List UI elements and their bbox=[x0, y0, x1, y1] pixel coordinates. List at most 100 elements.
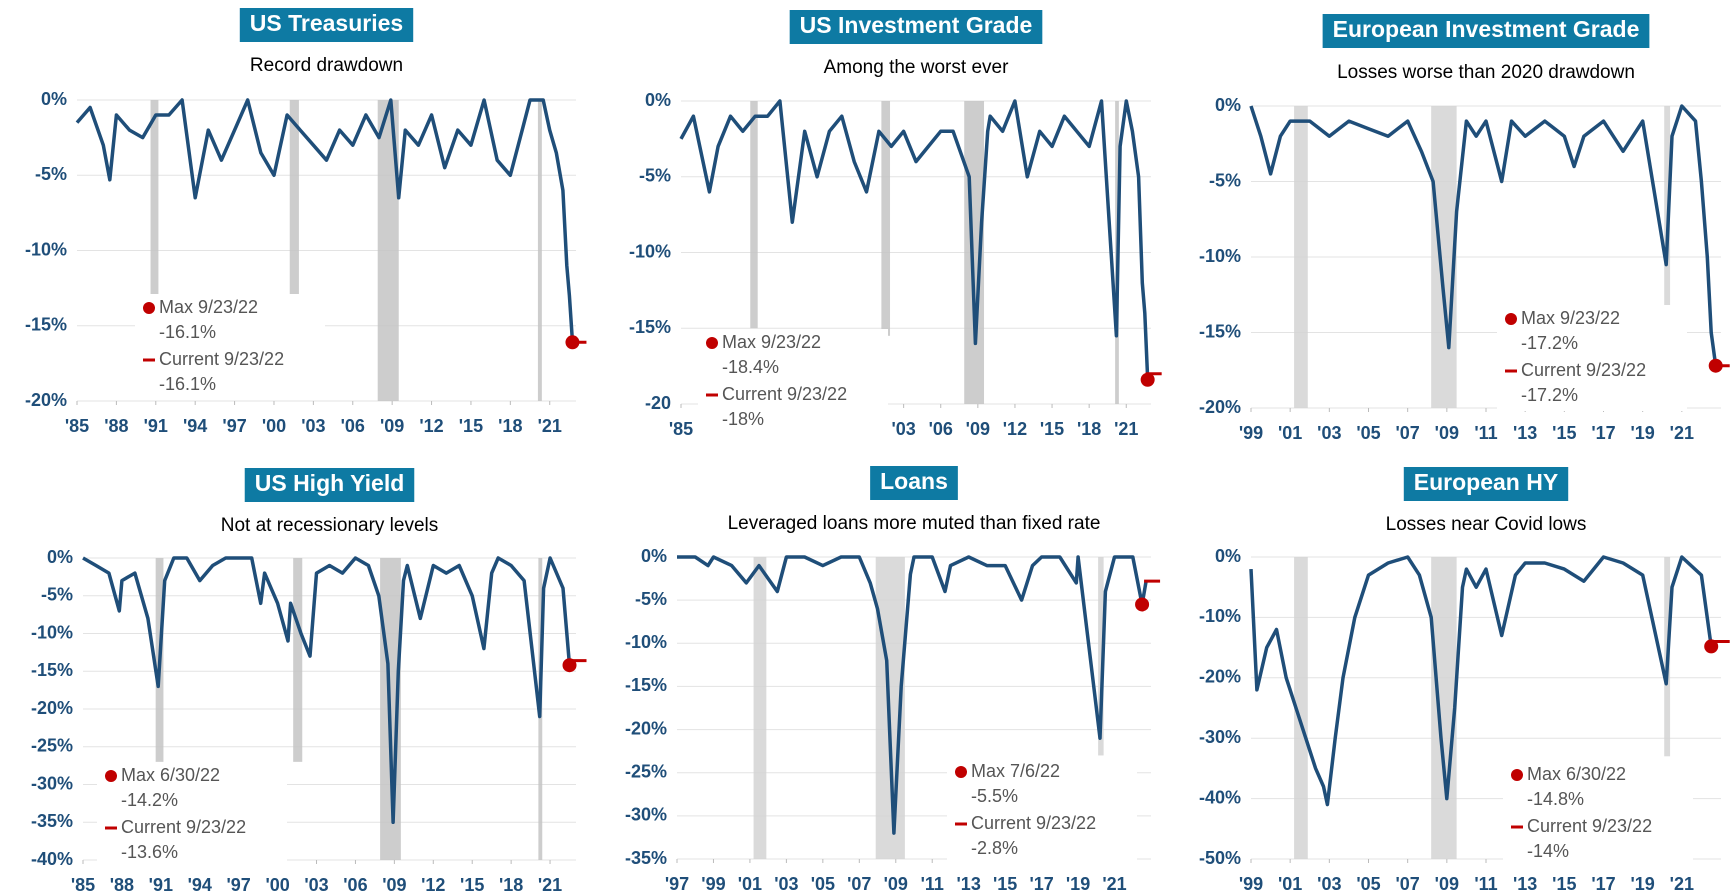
recession-band bbox=[1431, 557, 1457, 859]
y-tick-label: -10% bbox=[1199, 246, 1241, 266]
x-tick-label: '09 bbox=[380, 416, 404, 436]
x-tick-label: '05 bbox=[1356, 423, 1380, 443]
x-tick-label: '88 bbox=[110, 875, 134, 895]
y-tick-label: -10% bbox=[31, 622, 73, 642]
x-tick-label: '97 bbox=[665, 874, 689, 894]
x-tick-label: '11 bbox=[1474, 874, 1497, 894]
x-tick-label: '12 bbox=[421, 875, 445, 895]
panel-title: European HY bbox=[1414, 469, 1558, 495]
legend-max-symbol bbox=[105, 770, 117, 782]
x-tick-label: '18 bbox=[499, 875, 523, 895]
panel: Loans Leveraged loans more muted than fix… bbox=[625, 466, 1161, 894]
recession-band bbox=[1294, 557, 1308, 859]
legend-current-label: Current 9/23/22 bbox=[121, 817, 246, 837]
x-tick-label: '01 bbox=[1278, 423, 1302, 443]
x-tick-label: '00 bbox=[265, 875, 289, 895]
title-box bbox=[789, 10, 1043, 44]
panel: US Investment Grade Among the worst ever 0… bbox=[629, 10, 1162, 439]
x-tick-label: '07 bbox=[1396, 874, 1420, 894]
y-tick-label: -15% bbox=[625, 675, 667, 695]
x-tick-label: '85 bbox=[65, 416, 89, 436]
x-tick-label: '13 bbox=[1513, 874, 1537, 894]
x-tick-label: '19 bbox=[1631, 874, 1655, 894]
x-tick-label: '05 bbox=[1356, 874, 1380, 894]
recession-band bbox=[1098, 557, 1104, 756]
legend-max-value: -14.2% bbox=[121, 790, 178, 810]
legend-current-label: Current 9/23/22 bbox=[1521, 360, 1646, 380]
y-tick-label: -10% bbox=[1199, 606, 1241, 626]
x-tick-label: '15 bbox=[1552, 423, 1576, 443]
panel-subtitle: Losses worse than 2020 drawdown bbox=[1337, 62, 1635, 83]
legend-current-value: -18% bbox=[722, 409, 764, 429]
x-tick-label: '03 bbox=[891, 419, 915, 439]
x-tick-label: '17 bbox=[1029, 874, 1053, 894]
y-tick-label: -15% bbox=[629, 317, 671, 337]
legend-max-label: Max 9/23/22 bbox=[1521, 308, 1620, 328]
max-marker bbox=[1135, 597, 1150, 612]
x-tick-label: '21 bbox=[1670, 423, 1694, 443]
recession-band bbox=[293, 558, 303, 762]
x-tick-label: '94 bbox=[183, 416, 207, 436]
x-tick-label: '21 bbox=[538, 875, 562, 895]
recession-band bbox=[1294, 106, 1308, 408]
title-box bbox=[1322, 14, 1650, 48]
y-tick-label: -25% bbox=[31, 736, 73, 756]
y-tick-label: -25% bbox=[625, 761, 667, 781]
y-tick-label: -20% bbox=[625, 718, 667, 738]
panel-title: US High Yield bbox=[255, 470, 405, 496]
legend-max-value: -14.8% bbox=[1527, 789, 1584, 809]
x-tick-label: '06 bbox=[929, 419, 953, 439]
x-tick-label: '15 bbox=[1040, 419, 1064, 439]
x-tick-label: '21 bbox=[1670, 874, 1694, 894]
x-tick-label: '12 bbox=[1003, 419, 1027, 439]
x-tick-label: '85 bbox=[71, 875, 95, 895]
drawdown-line bbox=[679, 99, 1150, 380]
drawdown-line bbox=[1249, 555, 1717, 807]
x-tick-label: '05 bbox=[811, 874, 835, 894]
x-tick-label: '19 bbox=[1066, 874, 1090, 894]
legend-max-label: Max 9/23/22 bbox=[722, 332, 821, 352]
x-tick-label: '15 bbox=[460, 875, 484, 895]
y-tick-label: -10% bbox=[25, 239, 67, 259]
drawdown-line bbox=[677, 555, 1148, 835]
max-marker bbox=[1708, 358, 1723, 373]
drawdown-line bbox=[82, 556, 574, 825]
title-box bbox=[1403, 467, 1569, 501]
panel-subtitle: Losses near Covid lows bbox=[1386, 514, 1587, 535]
panel-subtitle: Not at recessionary levels bbox=[221, 515, 439, 536]
y-tick-label: -30% bbox=[1199, 727, 1241, 747]
panel-title: European Investment Grade bbox=[1333, 16, 1640, 42]
legend-bg bbox=[698, 329, 888, 435]
x-tick-label: '07 bbox=[1396, 423, 1420, 443]
x-tick-label: '07 bbox=[847, 874, 871, 894]
legend-max-symbol bbox=[1505, 313, 1517, 325]
legend-max-symbol bbox=[1511, 769, 1523, 781]
recession-band bbox=[750, 101, 758, 329]
y-tick-label: -15% bbox=[31, 660, 73, 680]
x-tick-label: '88 bbox=[104, 416, 128, 436]
x-tick-label: '91 bbox=[149, 875, 173, 895]
x-tick-label: '09 bbox=[1435, 874, 1459, 894]
title-box bbox=[239, 8, 414, 42]
legend-current-value: -17.2% bbox=[1521, 385, 1578, 405]
legend-current-label: Current 9/23/22 bbox=[159, 349, 284, 369]
x-tick-label: '17 bbox=[1591, 423, 1615, 443]
max-marker bbox=[1140, 372, 1155, 387]
legend-current-label: Current 9/23/22 bbox=[722, 384, 847, 404]
y-tick-label: -20% bbox=[1199, 667, 1241, 687]
x-tick-label: '09 bbox=[884, 874, 908, 894]
y-tick-label: -5% bbox=[1209, 170, 1241, 190]
legend-current-value: -16.1% bbox=[159, 374, 216, 394]
drawdown-line bbox=[1249, 104, 1718, 366]
x-tick-label: '94 bbox=[188, 875, 212, 895]
legend-max-label: Max 6/30/22 bbox=[121, 765, 220, 785]
x-tick-label: '01 bbox=[738, 874, 762, 894]
y-tick-label: -20% bbox=[25, 390, 67, 410]
drawdown-line bbox=[75, 98, 575, 343]
panel-title: US Investment Grade bbox=[800, 12, 1033, 38]
x-tick-label: '11 bbox=[1474, 423, 1497, 443]
x-tick-label: '97 bbox=[222, 416, 246, 436]
x-tick-label: '03 bbox=[304, 875, 328, 895]
legend-max-symbol bbox=[706, 337, 718, 349]
